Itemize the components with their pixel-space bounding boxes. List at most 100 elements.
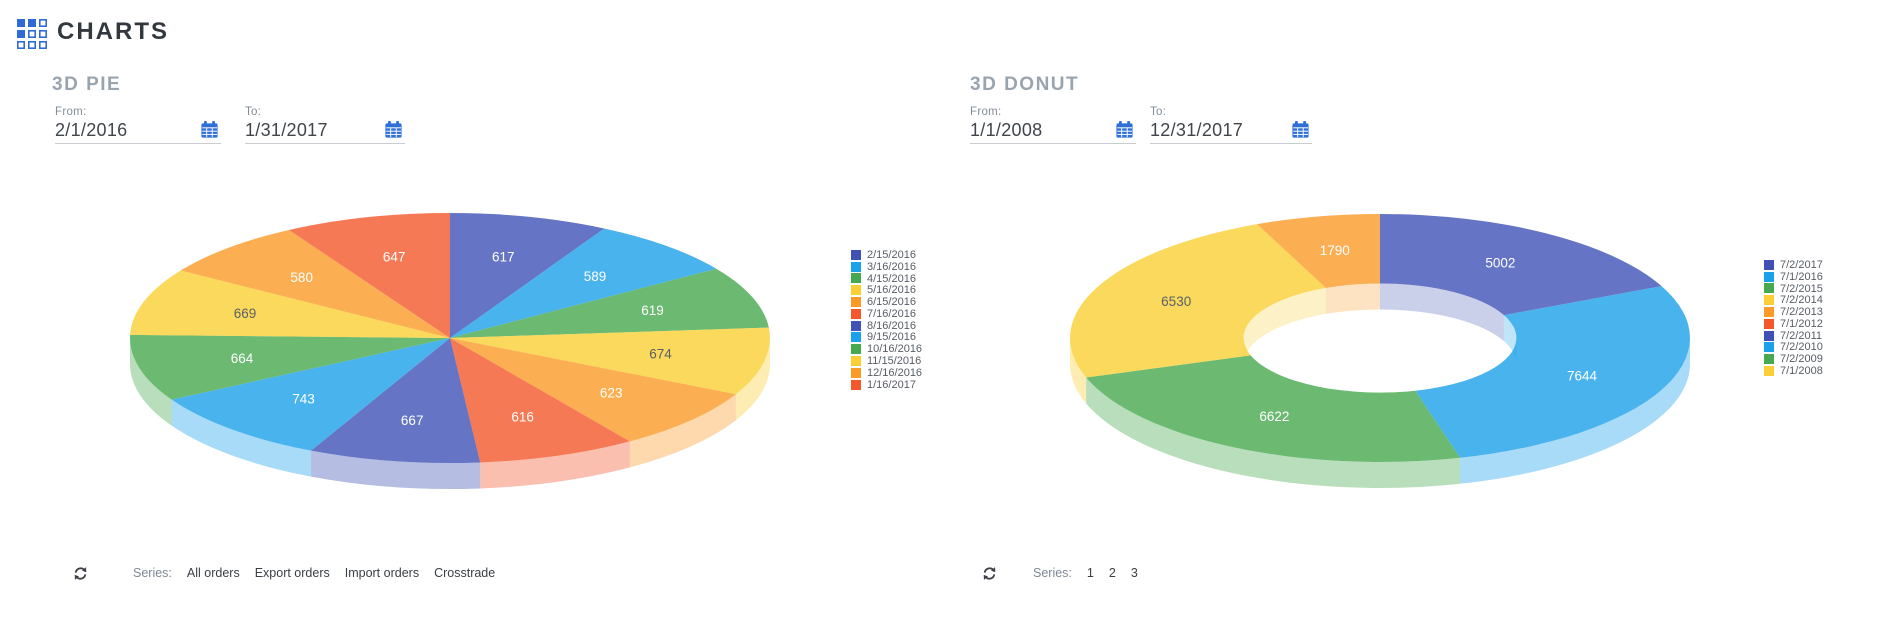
legend-label: 12/16/2016 (867, 366, 923, 379)
chart-slice[interactable] (171, 338, 450, 451)
legend-swatch (1764, 330, 1774, 341)
chart-slice[interactable] (450, 338, 736, 442)
legend-item[interactable]: 6/15/2016 (851, 296, 922, 308)
slice-value-label: 619 (641, 303, 664, 318)
refresh-icon[interactable] (73, 566, 88, 581)
calendar-icon[interactable] (200, 120, 219, 139)
chart-slice[interactable] (311, 338, 481, 463)
chart-slice[interactable] (450, 338, 630, 463)
legend-label: 7/2/2015 (1780, 282, 1823, 295)
legend-swatch (851, 379, 861, 390)
legend-item[interactable]: 7/2/2017 (1764, 259, 1823, 271)
legend-label: 3/16/2016 (867, 260, 916, 273)
chart-slice[interactable] (130, 270, 450, 338)
legend-label: 5/16/2016 (867, 284, 916, 297)
legend-swatch (851, 332, 861, 343)
chart-slice[interactable] (1380, 214, 1662, 316)
legend-item[interactable]: 11/15/2016 (851, 355, 922, 367)
refresh-icon[interactable] (982, 566, 997, 581)
chart-slice[interactable] (450, 268, 769, 338)
donut-from-label: From: (970, 106, 1002, 118)
legend-item[interactable]: 2/15/2016 (851, 249, 922, 261)
slice-rim (1460, 338, 1690, 484)
legend-label: 6/15/2016 (867, 296, 916, 309)
chart-slice[interactable] (450, 327, 770, 395)
series-option[interactable]: 3 (1130, 566, 1138, 580)
calendar-icon[interactable] (1115, 120, 1134, 139)
slice-value-label: 617 (492, 249, 515, 264)
chart-slice[interactable] (450, 228, 717, 338)
donut-from-date-input[interactable]: 1/1/2008 (970, 120, 1043, 140)
series-option[interactable]: Import orders (344, 566, 420, 580)
legend-item[interactable]: 9/15/2016 (851, 331, 922, 344)
slice-rim (480, 441, 630, 489)
chart-slice[interactable] (450, 213, 605, 338)
legend-label: 10/16/2016 (867, 343, 923, 356)
slice-value-label: 667 (401, 413, 424, 428)
legend-swatch (1764, 342, 1774, 353)
series-option[interactable]: Crosstrade (434, 566, 496, 580)
legend-label: 7/2/2013 (1780, 306, 1823, 319)
calendar-icon[interactable] (1291, 120, 1310, 139)
legend-swatch (1764, 271, 1774, 282)
series-option[interactable]: 2 (1108, 566, 1116, 580)
slice-rim (735, 338, 770, 421)
legend-label: 7/1/2012 (1780, 317, 1823, 330)
chart-slice[interactable] (1415, 286, 1690, 458)
legend-label: 7/2/2011 (1780, 329, 1823, 342)
legend-item[interactable]: 10/16/2016 (851, 343, 922, 355)
legend-label: 7/1/2016 (1780, 270, 1823, 283)
chart-slice[interactable] (129, 334, 451, 400)
chart-slice[interactable] (180, 229, 450, 338)
3d-donut-chart[interactable]: 5002 7644 6622 6530 1790 (990, 190, 1790, 505)
pie-to-date-group: To: 1/31/2017 (245, 106, 405, 144)
chart-slice[interactable] (1086, 355, 1461, 463)
legend-label: 9/15/2016 (867, 331, 916, 344)
legend-item[interactable]: 7/2/2014 (1764, 294, 1823, 306)
pie-to-date-input[interactable]: 1/31/2017 (245, 120, 328, 140)
chart-slice[interactable] (288, 213, 450, 338)
legend-item[interactable]: 7/1/2012 (1764, 318, 1823, 330)
legend-item[interactable]: 7/2/2010 (1764, 341, 1823, 353)
calendar-icon[interactable] (384, 120, 403, 139)
legend-item[interactable]: 12/16/2016 (851, 367, 922, 379)
legend-item[interactable]: 7/16/2016 (851, 308, 922, 320)
legend-item[interactable]: 7/2/2013 (1764, 306, 1823, 318)
chart-slice[interactable] (1257, 214, 1380, 288)
legend-item[interactable]: 7/2/2009 (1764, 353, 1823, 365)
legend-label: 7/2/2017 (1780, 258, 1823, 271)
series-option[interactable]: Export orders (254, 566, 330, 580)
donut-to-date-input[interactable]: 12/31/2017 (1150, 120, 1244, 140)
series-option[interactable]: 1 (1086, 566, 1094, 580)
pie-section-title: 3D PIE (52, 74, 122, 95)
legend-label: 11/15/2016 (867, 355, 922, 368)
legend-item[interactable]: 7/2/2011 (1764, 330, 1823, 342)
slice-value-label: 623 (600, 386, 623, 401)
legend-item[interactable]: 4/15/2016 (851, 273, 922, 285)
series-option[interactable]: All orders (186, 566, 240, 580)
legend-item[interactable]: 8/16/2016 (851, 320, 922, 332)
slice-value-label: 1790 (1320, 243, 1350, 258)
slice-value-label: 647 (383, 250, 406, 265)
legend-swatch (1764, 318, 1774, 329)
slice-value-label: 669 (234, 306, 257, 321)
slice-rim (171, 399, 312, 477)
legend-item[interactable]: 1/16/2017 (851, 379, 922, 391)
3d-pie-chart[interactable]: 617 589 619 674 623 616 667 743 664 669 580 647 (60, 190, 860, 505)
legend-swatch (851, 273, 861, 284)
slice-rim (311, 450, 481, 489)
legend-item[interactable]: 5/16/2016 (851, 284, 922, 296)
legend-item[interactable]: 3/16/2016 (851, 261, 922, 273)
pie-to-label: To: (245, 106, 262, 118)
legend-label: 8/16/2016 (867, 319, 916, 332)
legend-swatch (851, 356, 861, 367)
donut-inner-wall (1325, 283, 1380, 314)
chart-slice[interactable] (1069, 224, 1326, 378)
legend-item[interactable]: 7/1/2008 (1764, 365, 1823, 377)
legend-item[interactable]: 7/2/2015 (1764, 283, 1823, 295)
pie-series-options: All orders Export orders Import orders Cros… (172, 566, 495, 580)
page-title: CHARTS (57, 18, 169, 45)
legend-item[interactable]: 7/1/2016 (1764, 271, 1823, 283)
pie-from-date-input[interactable]: 2/1/2016 (55, 120, 128, 140)
